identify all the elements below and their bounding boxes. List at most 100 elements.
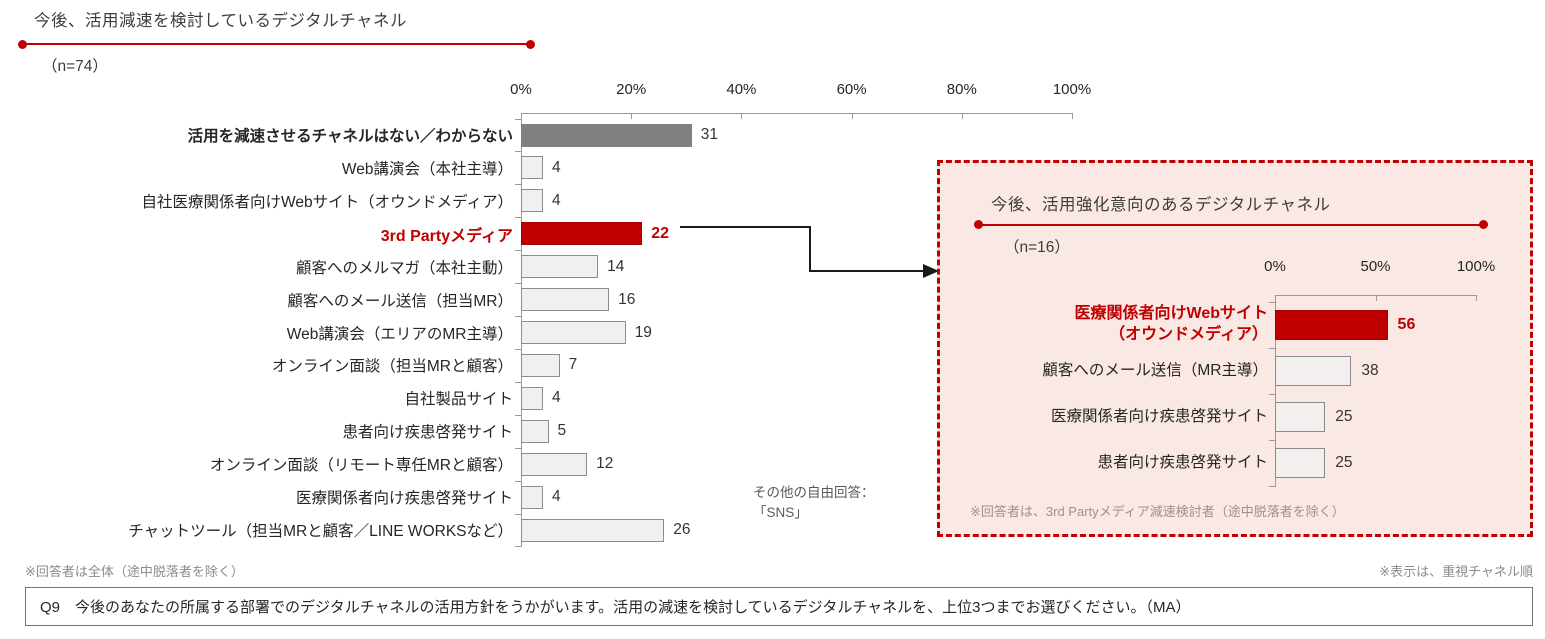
bar bbox=[521, 518, 665, 542]
bar bbox=[1275, 402, 1326, 432]
bar-value: 25 bbox=[1335, 454, 1353, 471]
axis-row-tick bbox=[515, 316, 521, 318]
bar-row: 3rd Partyメディア 22 bbox=[0, 217, 1130, 250]
bar-label: 患者向け疾患啓発サイト bbox=[1097, 453, 1268, 471]
bar bbox=[521, 386, 544, 410]
inset-underline-dot-left bbox=[973, 220, 983, 229]
underline-dot-left bbox=[18, 39, 27, 49]
axis-tick bbox=[1476, 295, 1477, 301]
axis-line-horizontal bbox=[1275, 295, 1477, 296]
axis-row-tick bbox=[515, 447, 521, 449]
inset-title-underline bbox=[978, 224, 1483, 226]
bar-row: Web講演会（本社主導） 4 bbox=[0, 151, 1130, 184]
main-footnote: ※回答者は全体（途中脱落者を除く） bbox=[25, 564, 244, 579]
bar-row: 顧客へのメルマガ（本社主動） 14 bbox=[0, 250, 1130, 283]
bar-row: 自社医療関係者向けWebサイト（オウンドメディア） 4 bbox=[0, 184, 1130, 217]
other-answers-line2: 「SNS」 bbox=[753, 505, 808, 521]
axis-row-tick bbox=[515, 348, 521, 350]
bar-label: 活用を減速させるチャネルはない／わからない bbox=[187, 128, 513, 145]
bar-label: オンライン面談（リモート専任MRと顧客） bbox=[209, 457, 513, 475]
axis-tick-label: 80% bbox=[946, 81, 977, 98]
bar-row: 患者向け疾患啓発サイト 25 bbox=[940, 440, 1526, 486]
bar-value: 25 bbox=[1335, 408, 1353, 425]
axis-row-tick bbox=[515, 250, 521, 252]
bar-label: 自社製品サイト bbox=[404, 391, 513, 409]
bar-value: 31 bbox=[700, 126, 719, 143]
axis-row-tick bbox=[1269, 302, 1275, 303]
bar-value: 14 bbox=[607, 257, 625, 275]
bar-row: チャットツール（担当MRと顧客／LINE WORKSなど） 26 bbox=[0, 514, 1130, 547]
axis-tick bbox=[851, 113, 853, 119]
axis-row-tick bbox=[515, 184, 521, 186]
sort-order-note: ※表示は、重視チャネル順 bbox=[1379, 564, 1533, 579]
bar-value: 38 bbox=[1361, 362, 1379, 379]
bar bbox=[521, 123, 692, 147]
bar-value: 12 bbox=[596, 455, 614, 473]
inset-chart-panel: 今後、活用強化意向のあるデジタルチャネル （n=16） 0% 50% 100% 医療… bbox=[937, 160, 1533, 537]
inset-footnote: ※回答者は、3rd Partyメディア減速検討者（途中脱落者を除く） bbox=[970, 504, 1345, 519]
bar-row: オンライン面談（担当MRと顧客） 7 bbox=[0, 349, 1130, 382]
bar-value: 16 bbox=[618, 290, 636, 308]
bar-value: 19 bbox=[634, 323, 652, 341]
axis-row-tick bbox=[1269, 440, 1275, 441]
bar-label: 顧客へのメール送信（MR主導） bbox=[1042, 361, 1268, 379]
bar-label: 顧客へのメルマガ（本社主動） bbox=[295, 259, 513, 277]
bar bbox=[521, 156, 544, 180]
axis-row-tick bbox=[515, 283, 521, 285]
axis-tick bbox=[961, 113, 963, 119]
bar-value: 4 bbox=[552, 191, 561, 209]
bar bbox=[1275, 310, 1388, 340]
bar bbox=[521, 222, 643, 246]
bar-label: 患者向け疾患啓発サイト bbox=[342, 424, 513, 442]
bar bbox=[521, 255, 599, 279]
axis-row-tick bbox=[515, 151, 521, 153]
axis-row-tick bbox=[1269, 394, 1275, 395]
bar-value: 4 bbox=[552, 158, 561, 176]
title-underline bbox=[22, 43, 530, 45]
axis-row-tick bbox=[515, 546, 521, 548]
axis-row-tick bbox=[515, 381, 521, 383]
bar bbox=[1275, 356, 1352, 386]
bar-label: オンライン面談（担当MRと顧客） bbox=[271, 358, 513, 376]
bar-row: 医療関係者向け疾患啓発サイト 25 bbox=[940, 394, 1526, 440]
axis-row-tick bbox=[515, 513, 521, 515]
axis-tick-label: 60% bbox=[836, 81, 867, 98]
bar-value: 56 bbox=[1397, 316, 1416, 333]
bar-label: 顧客へのメール送信（担当MR） bbox=[287, 292, 513, 310]
bar-row: 医療関係者向けWebサイト （オウンドメディア） 56 bbox=[940, 302, 1526, 348]
bar-row: 顧客へのメール送信（担当MR） 16 bbox=[0, 283, 1130, 316]
bar-value: 4 bbox=[552, 389, 561, 407]
question-box: Q9 今後のあなたの所属する部署でのデジタルチャネルの活用方針をうかがいます。活… bbox=[25, 587, 1533, 626]
other-answers-note: その他の自由回答： 「SNS」 bbox=[753, 483, 875, 524]
main-chart-title: 今後、活用減速を検討しているデジタルチャネル bbox=[34, 12, 408, 30]
bar-value: 5 bbox=[557, 422, 567, 440]
inset-underline-dot-right bbox=[1478, 220, 1488, 229]
axis-row-tick bbox=[515, 480, 521, 482]
inset-n-label: （n=16） bbox=[1004, 239, 1070, 256]
bar bbox=[521, 321, 626, 345]
bar-label: Web講演会（エリアのMR主導） bbox=[286, 325, 513, 343]
bar bbox=[521, 353, 560, 377]
bar-row: 自社製品サイト 4 bbox=[0, 382, 1130, 415]
axis-tick bbox=[631, 113, 633, 119]
underline-dot-right bbox=[525, 39, 535, 49]
bar-label: 3rd Partyメディア bbox=[380, 227, 513, 245]
inset-chart-title: 今後、活用強化意向のあるデジタルチャネル bbox=[991, 196, 1331, 214]
axis-tick bbox=[741, 113, 743, 119]
axis-row-tick bbox=[1269, 348, 1275, 349]
bar-label: 医療関係者向け疾患啓発サイト bbox=[1050, 407, 1268, 425]
bar bbox=[521, 419, 549, 443]
bar-row: 顧客へのメール送信（MR主導） 38 bbox=[940, 348, 1526, 394]
axis-row-tick bbox=[1269, 486, 1275, 487]
axis-tick-label: 40% bbox=[726, 81, 757, 98]
axis-row-tick bbox=[515, 217, 521, 219]
question-text: Q9 今後のあなたの所属する部署でのデジタルチャネルの活用方針をうかがいます。活… bbox=[40, 599, 1191, 616]
bar-label: 医療関係者向け疾患啓発サイト bbox=[295, 490, 513, 508]
bar-label: 医療関係者向けWebサイト （オウンドメディア） bbox=[1074, 305, 1269, 343]
axis-tick bbox=[1072, 113, 1073, 119]
axis-tick-label: 100% bbox=[1456, 258, 1496, 275]
bar-value: 26 bbox=[673, 521, 691, 539]
bar-row: Web講演会（エリアのMR主導） 19 bbox=[0, 316, 1130, 349]
bar bbox=[521, 452, 588, 476]
